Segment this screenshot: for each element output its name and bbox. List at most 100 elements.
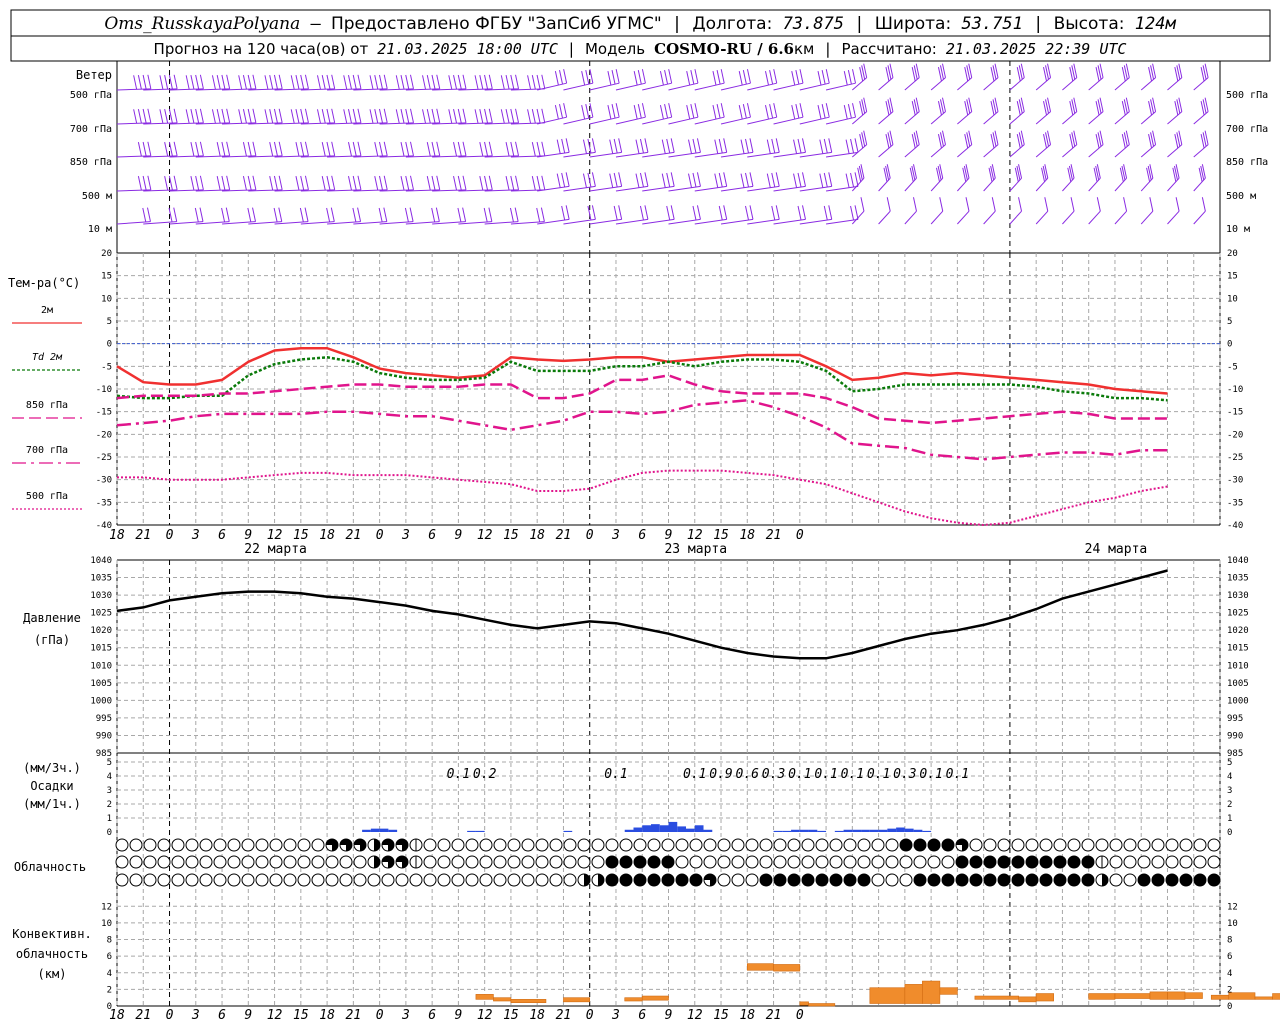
wind-barb: [720, 69, 751, 91]
barb-feather: [994, 130, 999, 145]
barb-feather: [828, 172, 833, 187]
barb-feather: [269, 109, 274, 124]
barb-feather: [795, 104, 800, 119]
barb-feather: [1097, 65, 1102, 80]
barb-shaft: [668, 82, 699, 91]
cloud-symbol: [1193, 873, 1207, 887]
cloud-circle: [563, 855, 577, 869]
wind-barb: [458, 207, 493, 225]
cloud-symbol: [605, 855, 619, 869]
wind-barb: [510, 207, 545, 225]
cloud-circle: [843, 873, 857, 887]
cloud-circle: [577, 855, 591, 869]
precip-bar: [808, 829, 818, 832]
barb-feather: [889, 63, 894, 78]
wind-barb: [747, 205, 780, 225]
barb-feather: [613, 205, 618, 221]
wind-barb: [484, 207, 519, 225]
wind-barb: [878, 130, 894, 158]
cloud-symbol: [437, 873, 451, 887]
barb-shaft: [222, 155, 256, 158]
cloud-symbol: [241, 873, 255, 887]
wind-barb: [1009, 164, 1023, 192]
cloud-circle: [773, 873, 787, 887]
barb-shaft: [195, 189, 230, 192]
barb-feather: [1148, 67, 1153, 82]
barb-feather: [1014, 167, 1019, 182]
barb-feather: [505, 75, 510, 90]
cloud-circle: [1053, 838, 1067, 852]
wind-barb: [510, 108, 546, 125]
cloud-symbol: [563, 855, 577, 869]
barb-shaft: [274, 221, 309, 225]
barb-shaft: [1114, 210, 1127, 225]
cloud-symbol: [703, 855, 717, 869]
barb-feather: [990, 67, 995, 82]
barb-shaft: [983, 210, 996, 225]
cloud-circle: [199, 838, 213, 852]
y-tick-label: 995: [96, 714, 112, 724]
wind-barb: [1088, 63, 1104, 91]
cloud-symbol: [969, 873, 983, 887]
cloud-circle: [171, 873, 185, 887]
wind-barb: [195, 141, 231, 158]
cloud-circle: [563, 873, 577, 887]
y-tick-label: 1000: [90, 696, 112, 706]
cloud-symbol: [493, 838, 507, 852]
cloud-circle: [423, 838, 437, 852]
wind-barb: [405, 141, 441, 158]
cloud-symbol: [1095, 855, 1109, 869]
barb-feather: [561, 205, 566, 221]
y-tick-label: 1040: [1227, 556, 1249, 566]
cloud-circle: [255, 873, 269, 887]
barb-feather: [190, 109, 195, 124]
convective-bar: [641, 995, 669, 1001]
barb-feather: [479, 75, 484, 90]
cloud-symbol: [969, 855, 983, 869]
barb-feather: [400, 109, 405, 124]
wind-barb: [852, 63, 868, 91]
wind-barb: [274, 74, 309, 91]
barb-shaft: [1193, 210, 1206, 225]
cloud-circle: [311, 873, 325, 887]
barb-feather: [216, 109, 221, 124]
barb-shaft: [116, 155, 151, 158]
barb-feather: [618, 138, 623, 153]
barb-feather: [436, 141, 441, 156]
wind-barb: [484, 74, 520, 91]
precip-bar: [650, 824, 660, 832]
y-tick-label: -15: [1227, 408, 1243, 418]
cloud-circle: [437, 873, 451, 887]
barb-feather: [199, 141, 204, 156]
cloud-circle: [605, 838, 619, 852]
wind-barb: [222, 108, 257, 125]
barb-shaft: [432, 88, 467, 91]
wind-barb: [248, 141, 283, 158]
cloud-circle: [325, 855, 339, 869]
wind-barb: [878, 197, 891, 225]
cloud-circle: [241, 855, 255, 869]
cloud-symbol: [927, 855, 941, 869]
cloud-circle: [1053, 855, 1067, 869]
barb-feather: [453, 109, 458, 124]
precip-amount-label: 0.2: [473, 767, 497, 782]
cloud-symbol: [1123, 873, 1137, 887]
wind-barb: [432, 141, 467, 158]
cloud-circle: [885, 873, 899, 887]
y-tick-label: 0: [107, 828, 112, 838]
barb-shaft: [1140, 111, 1156, 125]
barb-feather: [1173, 165, 1178, 181]
barb-feather: [536, 141, 541, 157]
cloud-circle: [563, 838, 577, 852]
barb-feather: [304, 207, 309, 222]
barb-feather: [431, 175, 436, 191]
cloud-symbol: [591, 855, 605, 869]
barb-feather: [664, 104, 669, 119]
barb-shaft: [668, 116, 699, 125]
barb-feather: [536, 108, 541, 124]
convective-bar: [493, 997, 512, 1002]
barb-feather: [965, 164, 970, 179]
wind-barb: [248, 74, 283, 91]
barb-feather: [843, 70, 848, 86]
barb-feather: [1176, 65, 1181, 80]
